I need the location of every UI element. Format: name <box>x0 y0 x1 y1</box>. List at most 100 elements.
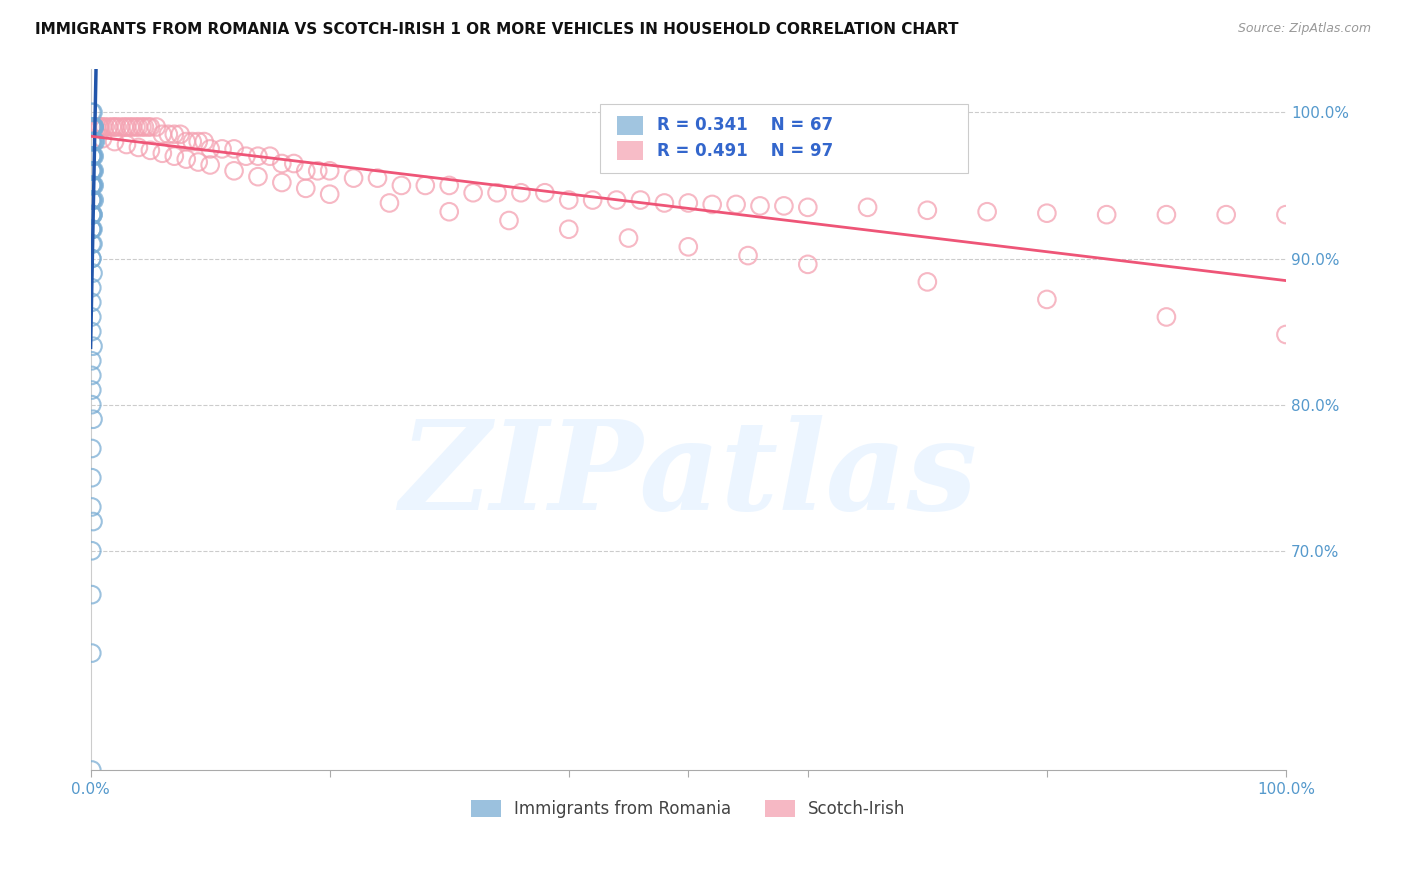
Point <box>169 128 191 142</box>
Point <box>856 200 879 214</box>
Point <box>737 249 759 263</box>
Point <box>80 135 103 149</box>
Point <box>83 149 105 163</box>
Point <box>187 155 209 169</box>
Point <box>82 193 104 207</box>
Point <box>89 120 111 134</box>
Point <box>101 120 124 134</box>
Point <box>120 120 142 134</box>
Point <box>294 164 316 178</box>
Point <box>222 142 245 156</box>
Point <box>157 128 180 142</box>
Point <box>80 252 103 266</box>
Point <box>82 178 104 193</box>
Point <box>80 164 103 178</box>
Point <box>80 353 103 368</box>
Point <box>82 120 104 134</box>
Point <box>222 164 245 178</box>
Point <box>80 325 103 339</box>
Point <box>115 120 138 134</box>
Point <box>307 164 329 178</box>
Point <box>121 120 143 134</box>
Point <box>82 105 104 120</box>
Point <box>749 199 772 213</box>
Point <box>82 149 104 163</box>
Point <box>163 128 186 142</box>
Point <box>80 193 103 207</box>
Legend: Immigrants from Romania, Scotch-Irish: Immigrants from Romania, Scotch-Irish <box>464 793 912 825</box>
Point <box>318 187 340 202</box>
Point <box>378 196 401 211</box>
Point <box>80 208 103 222</box>
Point <box>342 171 364 186</box>
Point <box>439 178 461 193</box>
Point <box>80 135 103 149</box>
Point <box>80 442 103 456</box>
Point <box>80 149 103 163</box>
Point <box>80 178 103 193</box>
Point <box>413 178 436 193</box>
Point <box>82 149 104 163</box>
Point <box>150 128 173 142</box>
Point <box>82 236 104 251</box>
Point <box>94 120 117 134</box>
Point <box>127 140 149 154</box>
Point <box>80 178 103 193</box>
Point <box>80 208 103 222</box>
Point <box>80 178 103 193</box>
Point <box>582 193 605 207</box>
Point <box>131 120 153 134</box>
Point <box>1095 208 1118 222</box>
Point <box>110 120 132 134</box>
Point <box>80 281 103 295</box>
Point <box>270 176 292 190</box>
Point <box>80 149 103 163</box>
Point <box>1156 208 1178 222</box>
Point <box>80 222 103 236</box>
Point <box>86 120 108 134</box>
Point <box>80 222 103 236</box>
Point <box>82 339 104 353</box>
Point <box>80 588 103 602</box>
Point <box>82 412 104 426</box>
Point <box>150 146 173 161</box>
Point <box>1036 293 1059 307</box>
Bar <box>617 141 643 161</box>
Point <box>80 500 103 514</box>
Text: R = 0.491    N = 97: R = 0.491 N = 97 <box>657 142 834 160</box>
Point <box>82 120 104 134</box>
Point <box>1215 208 1237 222</box>
Point <box>83 193 105 207</box>
Point <box>463 186 485 200</box>
Point <box>246 149 269 163</box>
Bar <box>617 116 643 136</box>
Point <box>678 240 700 254</box>
Point <box>1036 206 1059 220</box>
Point <box>80 383 103 397</box>
Point <box>103 120 125 134</box>
Point <box>80 252 103 266</box>
Point <box>134 120 156 134</box>
Point <box>187 135 209 149</box>
Point <box>82 222 104 236</box>
Point <box>84 135 107 149</box>
Point <box>105 120 128 134</box>
Point <box>80 222 103 236</box>
Point <box>389 178 412 193</box>
Point <box>797 257 820 271</box>
Point <box>294 181 316 195</box>
Point <box>139 144 162 158</box>
Point <box>82 135 104 149</box>
Point <box>80 105 103 120</box>
Point <box>83 164 105 178</box>
Point <box>174 135 197 149</box>
Point <box>83 120 105 134</box>
Point <box>725 197 748 211</box>
Point <box>797 200 820 214</box>
Point <box>80 236 103 251</box>
Point <box>115 137 138 152</box>
Point <box>136 120 159 134</box>
Point <box>83 120 105 134</box>
Point <box>82 208 104 222</box>
Point <box>534 186 557 200</box>
